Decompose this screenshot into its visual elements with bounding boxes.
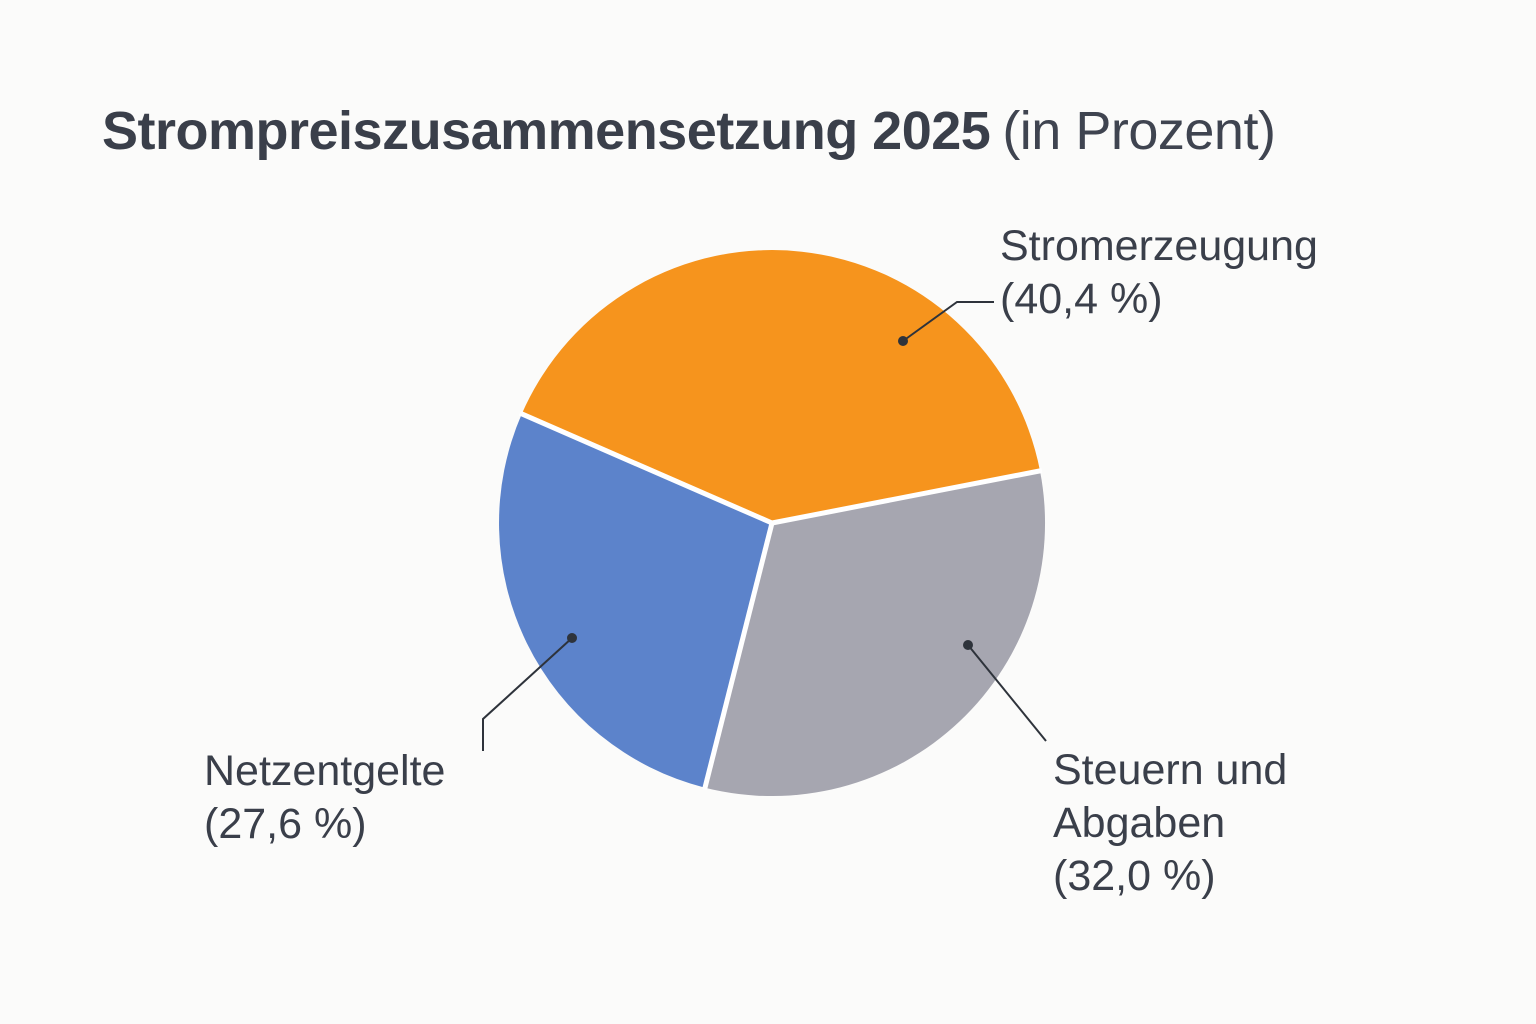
slice-label-stromerzeugung: Stromerzeugung: [1000, 222, 1318, 270]
leader-line-steuern-und-abgaben: [967, 644, 1047, 742]
leader-dot-netzentgelte: [567, 633, 577, 643]
slice-separator: [702, 522, 775, 791]
callout-stromerzeugung: Stromerzeugung (40,4 %): [1000, 220, 1318, 326]
slice-value-netzentgelte: (27,6 %): [204, 800, 367, 848]
leader-line-netzentgelte: [482, 637, 573, 751]
slice-label-netzentgelte: Netzentgelte: [204, 747, 446, 795]
callout-steuern-und-abgaben: Steuern und Abgaben (32,0 %): [1053, 744, 1353, 903]
pie-slice-stromerzeugung: [521, 250, 1040, 524]
chart-title-suffix: (in Prozent): [1002, 101, 1276, 161]
slice-separator: [518, 410, 773, 526]
chart-title-main: Strompreiszusammensetzung 2025: [102, 101, 991, 161]
pie-slices: [499, 250, 1046, 797]
callout-netzentgelte: Netzentgelte (27,6 %): [204, 745, 445, 851]
slice-value-steuern-und-abgaben: (32,0 %): [1053, 852, 1216, 900]
leader-line-stromerzeugung: [902, 301, 994, 342]
slice-separators: [518, 410, 1043, 791]
leader-dot-steuern-und-abgaben: [963, 640, 973, 650]
pie-slice-steuern-und-abgaben: [705, 470, 1046, 797]
chart-title: Strompreiszusammensetzung 2025 (in Prozen…: [102, 100, 1276, 162]
slice-label-steuern-und-abgaben: Steuern und Abgaben: [1053, 746, 1288, 847]
pie-slice-netzentgelte: [499, 413, 772, 788]
slice-value-stromerzeugung: (40,4 %): [1000, 275, 1163, 323]
leader-lines: [482, 301, 1047, 751]
slice-separator: [771, 468, 1043, 526]
leader-dot-stromerzeugung: [898, 336, 908, 346]
